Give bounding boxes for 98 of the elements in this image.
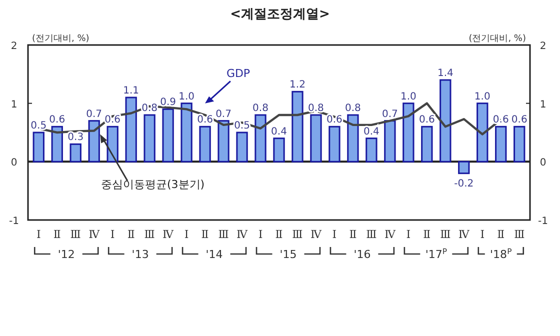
x-tick-label: Ⅱ [53, 228, 61, 241]
bar [218, 120, 230, 162]
y-tick-label: 0 [10, 158, 18, 169]
bar [236, 132, 248, 162]
text: '15 [280, 248, 297, 261]
data-label: 1.2 [290, 80, 306, 91]
data-label: 0.6 [49, 114, 66, 126]
x-tick-label: Ⅱ [201, 228, 209, 241]
y-tick-label: -1 [9, 216, 19, 227]
x-tick-label: Ⅰ [258, 228, 263, 241]
bar [125, 96, 137, 162]
data-label: 0.6 [511, 114, 528, 126]
y-axis-title: (전기대비, %) [32, 34, 90, 44]
data-label: 1.1 [123, 86, 140, 96]
data-label: 1.0 [178, 91, 195, 102]
bar [495, 126, 507, 162]
x-tick-label: Ⅱ [497, 228, 505, 241]
bar [366, 138, 378, 162]
bar [106, 126, 118, 162]
bar [476, 102, 488, 162]
x-tick-label: Ⅱ [127, 228, 135, 241]
bar [514, 126, 526, 162]
data-label: 0.8 [252, 103, 268, 114]
data-label: 0.7 [382, 108, 398, 120]
data-label: -0.2 [454, 178, 474, 190]
x-tick-label: Ⅳ [458, 228, 470, 241]
data-label: 0.5 [30, 120, 47, 132]
text: 중심이동평균(3분기) [101, 178, 205, 191]
data-label: 0.7 [86, 108, 102, 120]
bar [144, 114, 156, 162]
data-label: 0.6 [326, 114, 342, 126]
x-tick-label: Ⅰ [110, 228, 115, 241]
x-tick-label: Ⅳ [310, 228, 322, 241]
y2-tick-label: -1 [538, 216, 548, 227]
text: '16 [354, 248, 371, 261]
bar [347, 114, 359, 162]
text: '13 [132, 248, 149, 261]
data-label: 0.6 [197, 114, 213, 126]
bar [402, 102, 414, 162]
data-label: 0.8 [345, 103, 361, 114]
x-tick-label: Ⅲ [440, 228, 451, 241]
x-tick-label: Ⅰ [184, 228, 189, 241]
text: '12 [58, 248, 75, 261]
text: GDP [226, 67, 250, 80]
x-tick-label: Ⅲ [144, 228, 155, 241]
x-tick-label: Ⅰ [406, 228, 411, 241]
x-tick-label: Ⅲ [218, 228, 229, 241]
x-tick-label: Ⅳ [88, 228, 101, 241]
data-label: 0.7 [216, 108, 232, 120]
y2-axis-title: (전기대비, %) [468, 34, 526, 44]
x-tick-label: Ⅰ [480, 228, 485, 241]
x-tick-label: Ⅲ [366, 228, 377, 241]
x-tick-label: Ⅳ [236, 228, 249, 241]
y-tick-label: 2 [10, 41, 18, 52]
x-tick-label: Ⅰ [332, 228, 337, 241]
bar [384, 120, 396, 162]
bar [70, 143, 82, 162]
x-tick-label: Ⅱ [349, 228, 357, 241]
bar [458, 160, 470, 174]
x-tick-label: Ⅳ [384, 228, 396, 241]
data-label: 0.6 [492, 114, 509, 126]
x-tick-label: Ⅰ [36, 228, 41, 241]
x-tick-label: Ⅲ [70, 228, 81, 241]
text: '18$^{P}$ [490, 246, 512, 261]
y2-tick-label: 0 [540, 158, 546, 169]
data-label: 1.4 [437, 68, 454, 79]
bar [88, 120, 100, 162]
bar [199, 126, 211, 162]
y-tick-label: 1 [10, 99, 18, 110]
bar [180, 102, 192, 162]
bar [310, 114, 322, 162]
bar [421, 126, 433, 162]
text: '14 [206, 248, 223, 261]
x-tick-label: Ⅱ [275, 228, 283, 241]
y2-tick-label: 1 [540, 99, 546, 110]
data-label: 0.6 [418, 114, 435, 126]
data-label: 0.4 [271, 126, 287, 138]
data-label: 0.9 [160, 97, 176, 108]
bar [162, 108, 174, 162]
data-label: 0.4 [363, 126, 380, 138]
bar [51, 126, 63, 162]
data-label: 1.0 [474, 91, 490, 102]
chart-title: <계절조정계열> [230, 7, 330, 22]
bar [440, 79, 452, 162]
x-tick-label: Ⅱ [423, 228, 431, 241]
bar [32, 132, 44, 162]
x-tick-label: Ⅲ [514, 228, 525, 241]
bar [328, 126, 340, 162]
text: '17$^{P}$ [425, 246, 448, 261]
data-label: 0.5 [234, 120, 250, 132]
x-tick-label: Ⅲ [292, 228, 303, 241]
bar [273, 138, 285, 162]
bar [292, 90, 304, 162]
x-tick-label: Ⅳ [162, 228, 175, 241]
y2-tick-label: 2 [540, 41, 546, 52]
bar [254, 114, 266, 162]
data-label: 0.3 [68, 132, 84, 144]
data-label: 1.0 [400, 91, 416, 102]
